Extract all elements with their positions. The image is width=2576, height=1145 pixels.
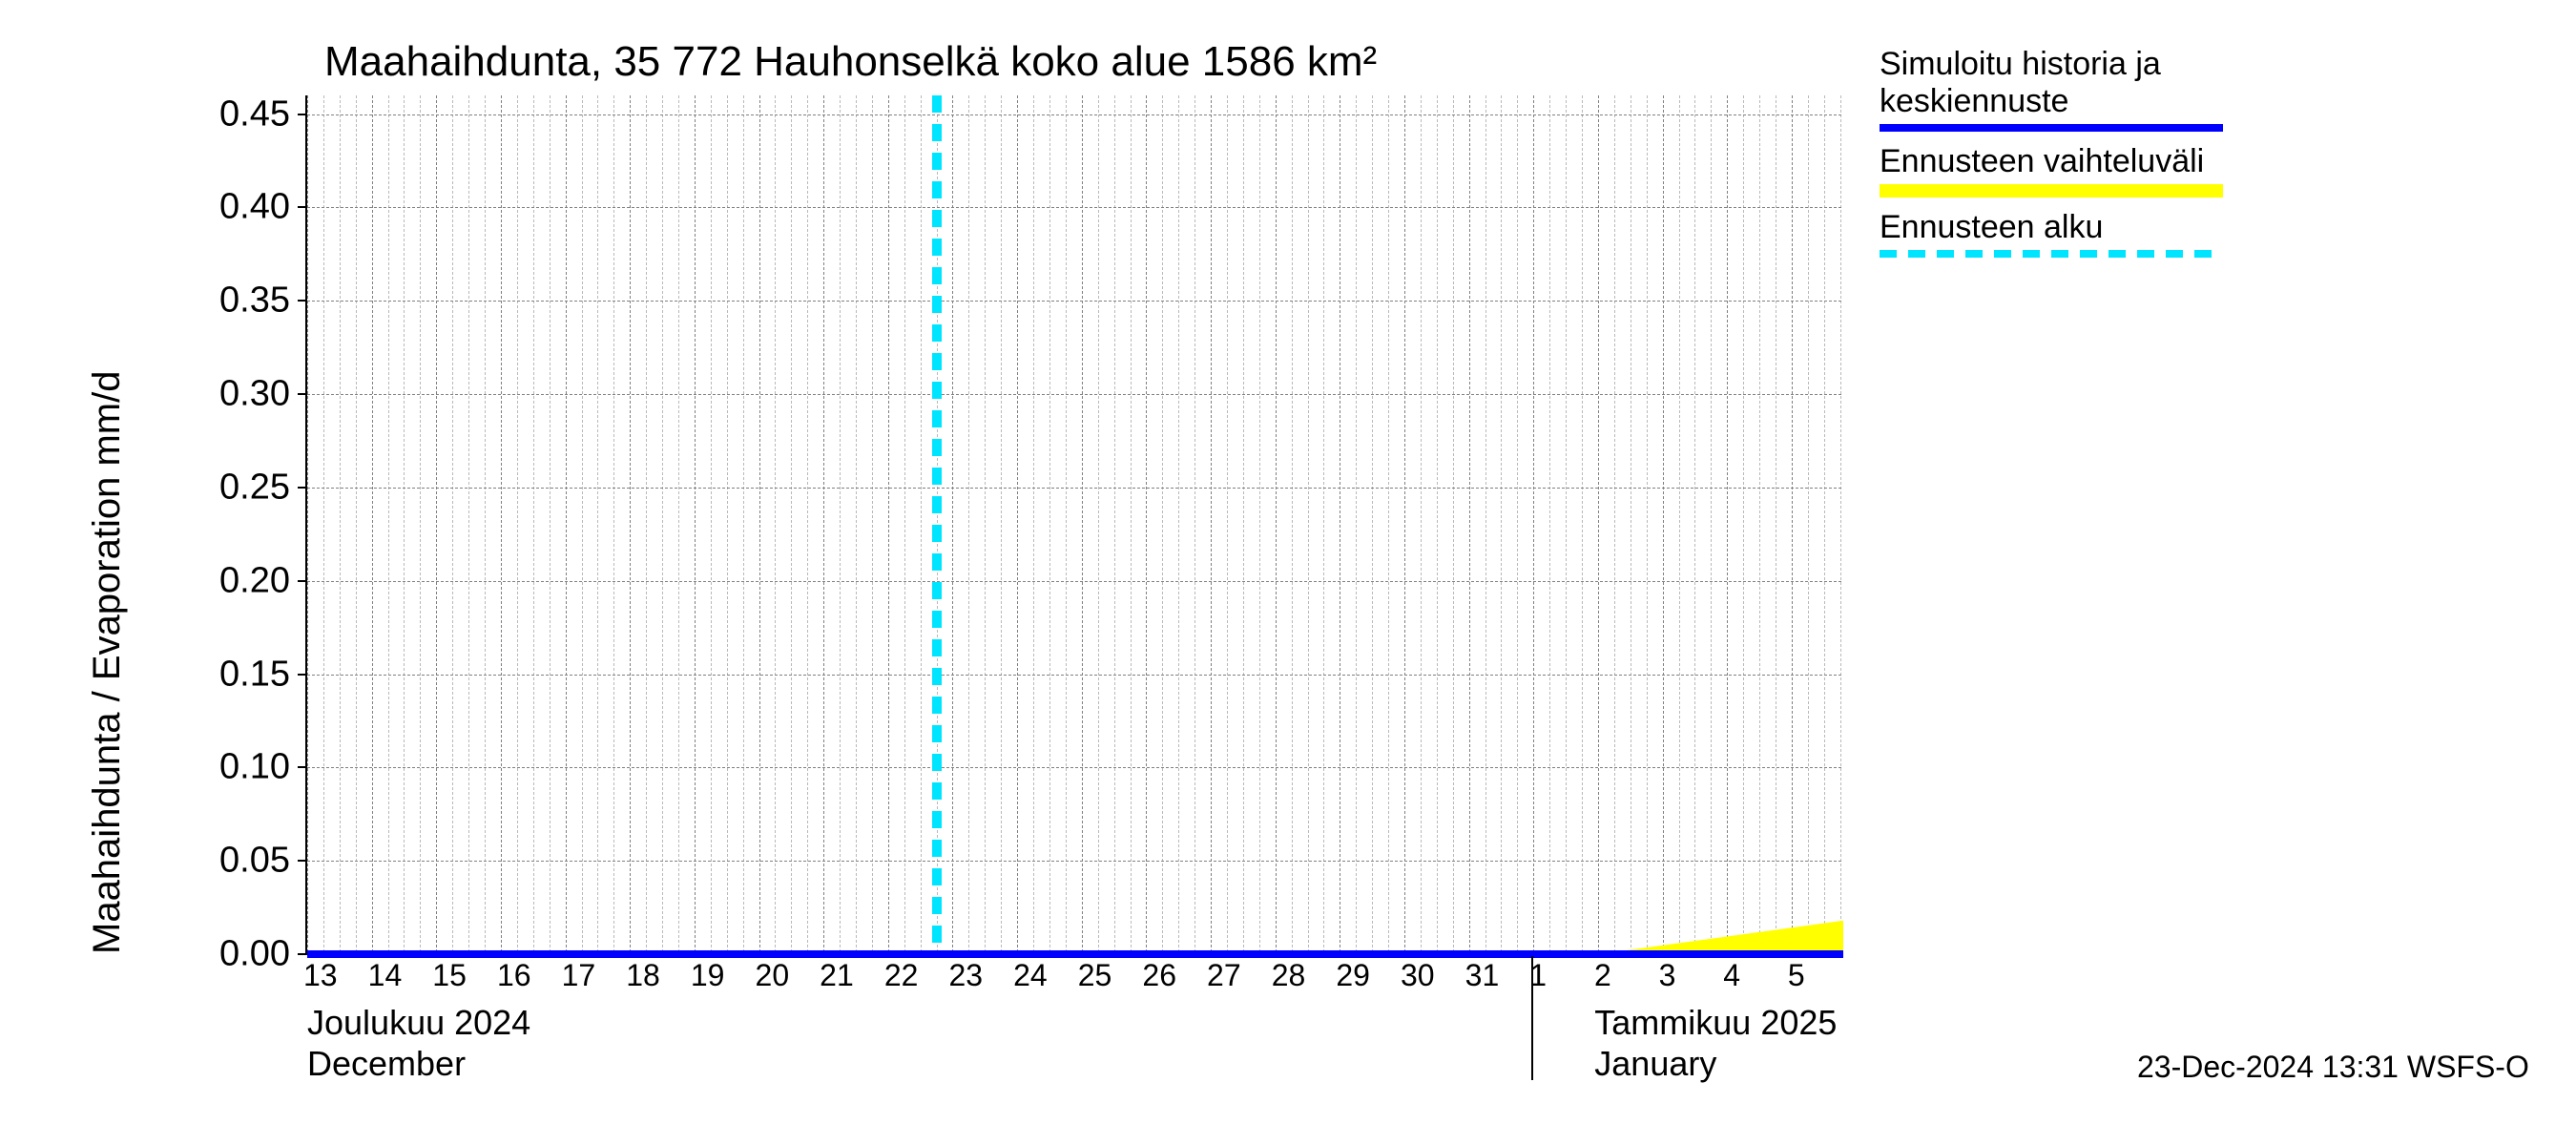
legend-item-start: Ennusteen alku	[1880, 209, 2223, 260]
footer-timestamp: 23-Dec-2024 13:31 WSFS-O	[2137, 1050, 2529, 1085]
legend-label-3a: Ennusteen alku	[1880, 209, 2223, 246]
x-tick-label: 4	[1723, 952, 1740, 993]
x-tick-label: 18	[626, 952, 660, 993]
chart-container: Maahaihdunta, 35 772 Hauhonselkä koko al…	[0, 0, 2576, 1145]
x-tick-label: 16	[497, 952, 531, 993]
legend-label-2a: Ennusteen vaihteluväli	[1880, 143, 2223, 180]
x-tick-label: 24	[1013, 952, 1048, 993]
legend: Simuloitu historia ja keskiennuste Ennus…	[1880, 46, 2223, 271]
legend-swatch-start	[1880, 250, 2223, 260]
x-tick-label: 25	[1078, 952, 1112, 993]
y-tick-label: 0.20	[219, 560, 307, 601]
legend-swatch-range	[1880, 184, 2223, 198]
month2-line2: January	[1594, 1043, 1837, 1084]
month1-line1: Joulukuu 2024	[307, 1002, 530, 1043]
legend-label-1b: keskiennuste	[1880, 83, 2223, 120]
legend-item-history: Simuloitu historia ja keskiennuste	[1880, 46, 2223, 132]
x-tick-label: 28	[1272, 952, 1306, 993]
x-tick-label: 23	[948, 952, 983, 993]
y-tick-label: 0.35	[219, 281, 307, 322]
forecast-range-area	[307, 95, 1843, 954]
chart-title: Maahaihdunta, 35 772 Hauhonselkä koko al…	[324, 38, 1377, 86]
x-tick-label: 13	[303, 952, 338, 993]
legend-item-range: Ennusteen vaihteluväli	[1880, 143, 2223, 198]
month2-label: Tammikuu 2025January	[1594, 1002, 1837, 1084]
month2-line1: Tammikuu 2025	[1594, 1002, 1837, 1043]
month-divider	[1531, 956, 1533, 1080]
plot-area: 0.000.050.100.150.200.250.300.350.400.45…	[305, 95, 1841, 954]
x-tick-label: 21	[820, 952, 854, 993]
series-history-line	[307, 950, 1843, 958]
x-tick-label: 19	[691, 952, 725, 993]
forecast-start-line	[932, 95, 942, 952]
x-tick-label: 15	[432, 952, 467, 993]
x-tick-label: 5	[1788, 952, 1805, 993]
x-tick-label: 3	[1659, 952, 1676, 993]
y-tick-label: 0.45	[219, 94, 307, 135]
y-tick-label: 0.05	[219, 841, 307, 882]
x-tick-label: 20	[756, 952, 790, 993]
x-tick-label: 17	[562, 952, 596, 993]
y-tick-label: 0.15	[219, 654, 307, 695]
legend-label-1a: Simuloitu historia ja	[1880, 46, 2223, 83]
y-tick-label: 0.30	[219, 374, 307, 415]
x-tick-label: 26	[1142, 952, 1176, 993]
x-tick-label: 29	[1336, 952, 1370, 993]
legend-swatch-history	[1880, 124, 2223, 132]
y-tick-label: 0.10	[219, 747, 307, 788]
y-tick-label: 0.00	[219, 934, 307, 975]
x-tick-label: 30	[1401, 952, 1435, 993]
x-tick-label: 27	[1207, 952, 1241, 993]
y-axis-title: Maahaihdunta / Evaporation mm/d	[86, 371, 129, 954]
y-tick-label: 0.25	[219, 467, 307, 508]
month1-label: Joulukuu 2024 December	[307, 1002, 530, 1084]
x-tick-label: 31	[1465, 952, 1500, 993]
x-tick-label: 14	[368, 952, 403, 993]
x-tick-label: 2	[1594, 952, 1611, 993]
y-tick-label: 0.40	[219, 187, 307, 228]
month1-line2: December	[307, 1043, 530, 1084]
x-tick-label: 22	[884, 952, 919, 993]
